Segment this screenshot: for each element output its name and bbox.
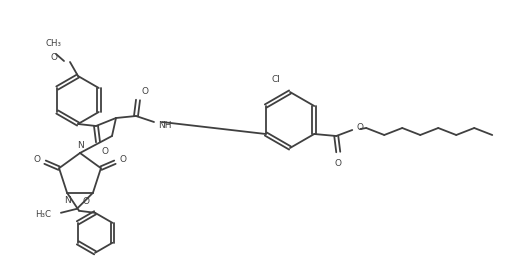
Text: O: O [120, 155, 127, 164]
Text: O: O [356, 124, 363, 133]
Text: O: O [51, 53, 58, 62]
Text: O: O [83, 197, 90, 206]
Text: O: O [102, 147, 109, 156]
Text: O: O [33, 155, 40, 164]
Text: O: O [335, 159, 342, 168]
Text: H₃C: H₃C [35, 210, 51, 219]
Text: Cl: Cl [271, 75, 280, 84]
Text: CH₃: CH₃ [46, 39, 62, 48]
Text: N: N [63, 196, 71, 205]
Text: O: O [142, 87, 149, 96]
Text: N: N [77, 141, 83, 150]
Text: NH: NH [158, 120, 172, 130]
